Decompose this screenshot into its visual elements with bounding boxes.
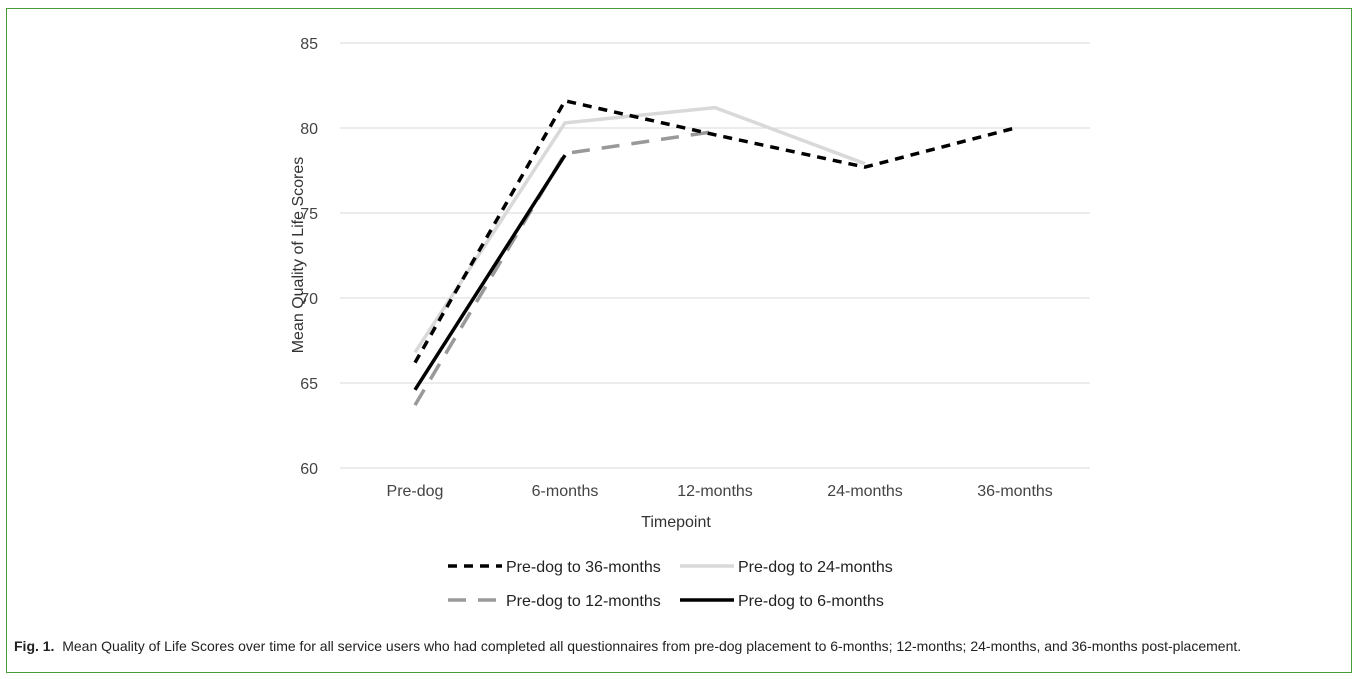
- x-tick-label: 6-months: [532, 483, 599, 500]
- legend-label-3: Pre-dog to 12-months: [506, 593, 661, 610]
- series-line-1: [413, 98, 1016, 364]
- y-tick-label: 85: [300, 36, 318, 53]
- y-axis-title: Mean Quality of Life Scores: [290, 157, 307, 354]
- grid-lines: [340, 42, 1090, 469]
- y-tick-label: 80: [300, 121, 318, 138]
- figure-caption: Fig. 1. Mean Quality of Life Scores over…: [14, 636, 1334, 656]
- legend-label-4: Pre-dog to 6-months: [738, 593, 884, 610]
- figure-frame: [6, 8, 1352, 673]
- caption-label: Fig. 1.: [14, 638, 55, 654]
- series-line-3: [413, 129, 716, 406]
- legend: Pre-dog to 36-months Pre-dog to 24-months…: [448, 559, 893, 610]
- x-tick-labels: Pre-dog 6-months 12-months 24-months 36-mont…: [387, 483, 1053, 500]
- legend-label-1: Pre-dog to 36-months: [506, 559, 661, 576]
- x-axis-title: Timepoint: [641, 514, 711, 531]
- caption-text: Mean Quality of Life Scores over time fo…: [62, 638, 1242, 654]
- series-line-4: [413, 154, 567, 391]
- series-lines: [413, 98, 1016, 406]
- y-tick-label: 75: [300, 206, 318, 223]
- y-tick-label: 70: [300, 291, 318, 308]
- legend-label-2: Pre-dog to 24-months: [738, 559, 893, 576]
- y-tick-labels: 60 65 70 75 80 85: [300, 36, 318, 478]
- series-line-2: [413, 105, 866, 354]
- y-tick-label: 65: [300, 376, 318, 393]
- y-tick-label: 60: [300, 461, 318, 478]
- x-tick-label: 12-months: [677, 483, 753, 500]
- x-tick-label: 24-months: [827, 483, 903, 500]
- x-tick-label: 36-months: [977, 483, 1053, 500]
- x-tick-label: Pre-dog: [387, 483, 444, 500]
